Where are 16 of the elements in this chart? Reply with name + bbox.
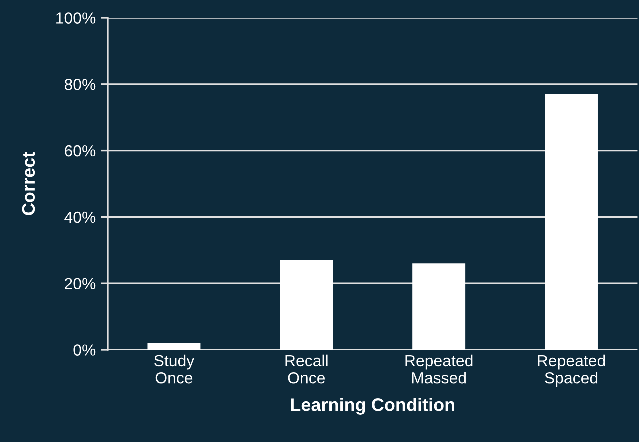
- bar: [280, 260, 334, 350]
- y-tick-label: 80%: [64, 79, 96, 90]
- bar: [412, 264, 466, 350]
- y-tick-label: 20%: [65, 278, 96, 290]
- y-tick-label: 0%: [74, 344, 96, 356]
- x-axis-title: Learning Condition: [291, 398, 454, 415]
- bar: [545, 94, 598, 350]
- y-tick-label: 100%: [56, 12, 96, 24]
- bar: [148, 343, 201, 350]
- x-tick-label: Repeated Massed: [406, 354, 473, 384]
- x-tick-label: Study Once: [154, 354, 195, 384]
- y-tick-label: 40%: [64, 212, 96, 224]
- x-tick-label: Recall Once: [286, 354, 328, 384]
- y-axis-title: Correct: [22, 152, 36, 216]
- x-tick-label: Repeated Spaced: [538, 354, 606, 387]
- y-tick-label: 60%: [65, 145, 96, 157]
